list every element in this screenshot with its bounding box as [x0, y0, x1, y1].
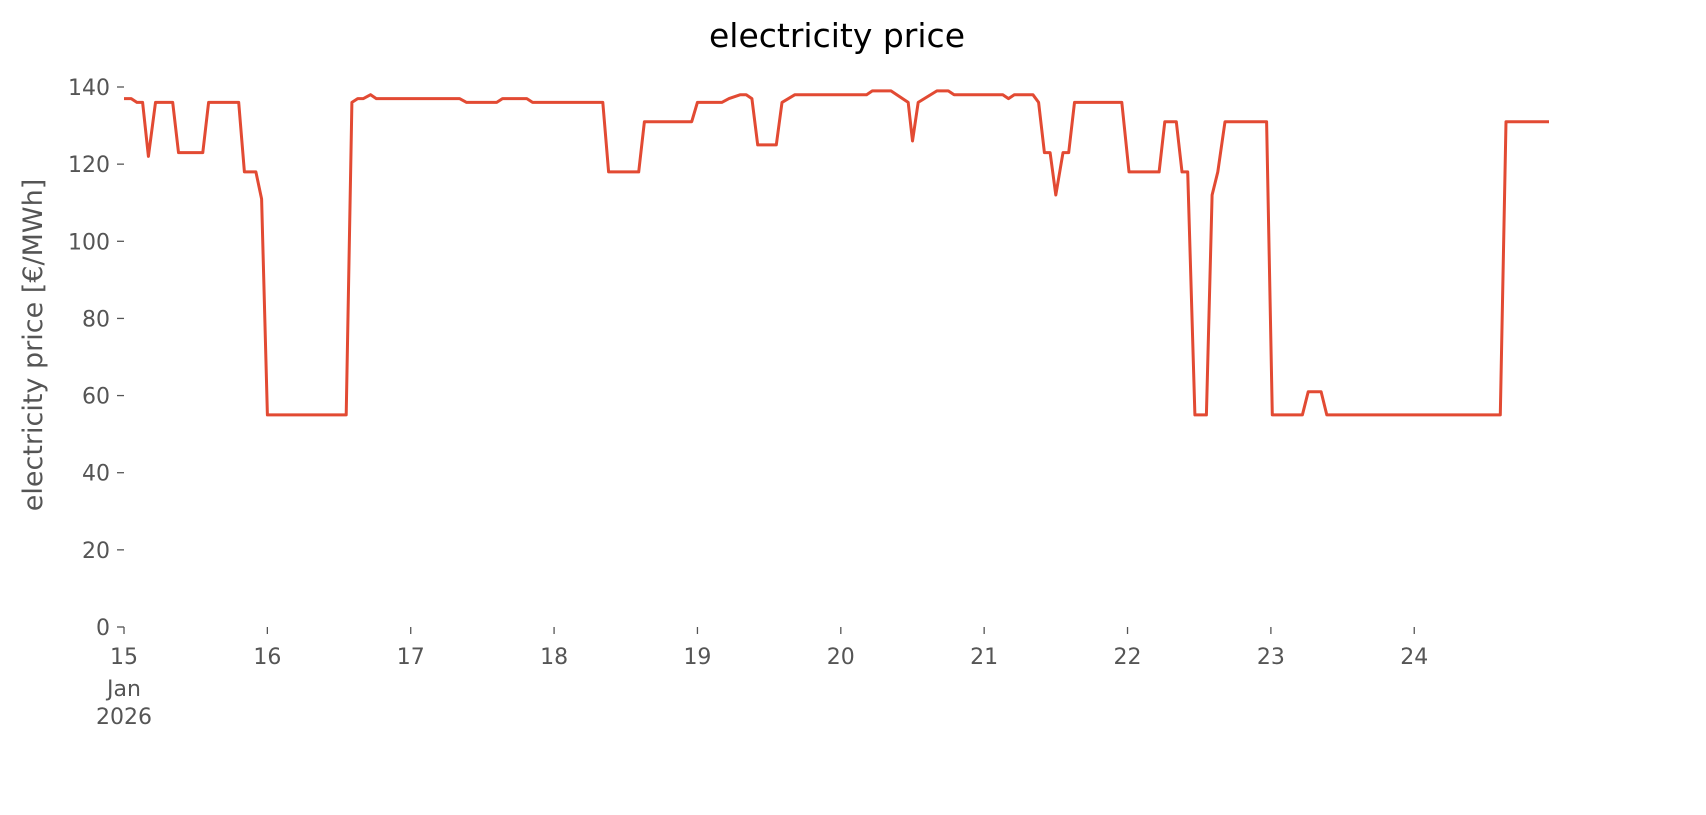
x-tick-label: 23 — [1257, 645, 1285, 670]
y-tick-label: 100 — [68, 230, 110, 255]
x-tick-label: 22 — [1114, 645, 1142, 670]
x-tick-label: 17 — [397, 645, 425, 670]
x-tick-label: 20 — [827, 645, 855, 670]
chart-title: electricity price — [709, 16, 965, 55]
x-month-label: Jan — [105, 677, 141, 702]
x-tick-label: 16 — [253, 645, 281, 670]
y-tick-label: 0 — [96, 616, 110, 641]
y-tick-label: 120 — [68, 153, 110, 178]
y-tick-label: 60 — [82, 385, 110, 410]
y-tick-label: 140 — [68, 76, 110, 101]
price-line — [124, 89, 1549, 417]
x-tick-label: 19 — [683, 645, 711, 670]
y-tick-label: 80 — [82, 307, 110, 332]
x-tick-label: 15 — [110, 645, 138, 670]
x-year-label: 2026 — [96, 705, 152, 730]
y-tick-label: 40 — [82, 462, 110, 487]
y-axis-label: electricity price [€/MWh] — [18, 179, 49, 511]
y-tick-label: 20 — [82, 539, 110, 564]
x-tick-label: 24 — [1400, 645, 1428, 670]
x-tick-label: 18 — [540, 645, 568, 670]
x-tick-label: 21 — [970, 645, 998, 670]
